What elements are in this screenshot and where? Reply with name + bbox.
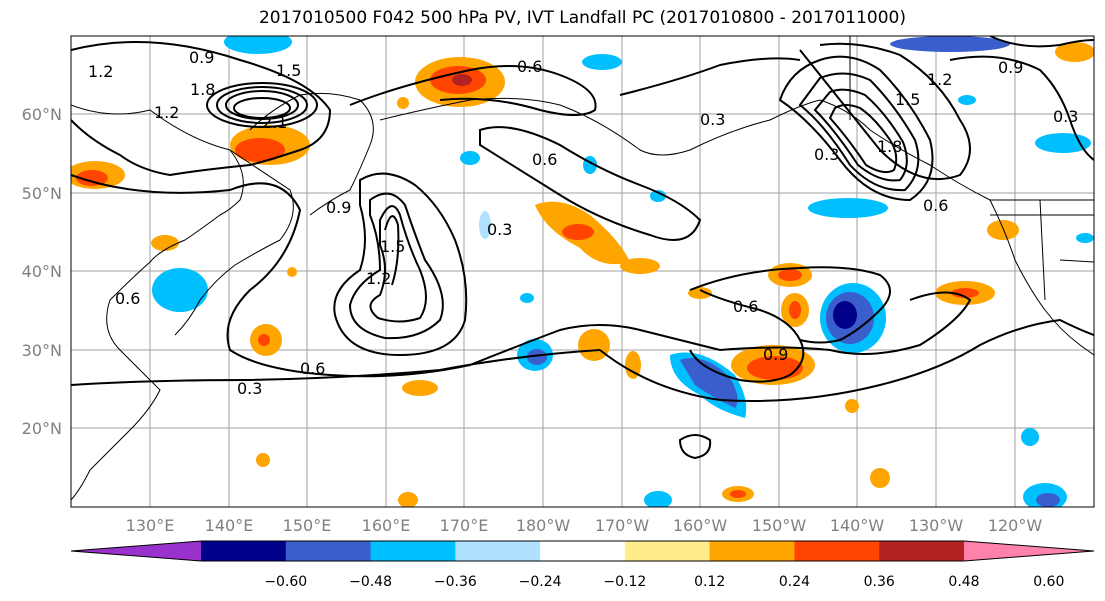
colorbar-segment [201,541,287,561]
lon-label: 140°W [830,516,885,535]
colorbar-tick: 0.48 [948,574,979,590]
contour-label: 0.6 [115,289,140,308]
contour-label: 0.9 [326,198,351,217]
contour-label: 1.2 [366,269,391,288]
pv-contours [71,36,1094,460]
colorbar-segment [709,541,795,561]
map-frame [70,35,1095,508]
colorbar-tick: 0.60 [1033,574,1064,590]
contour-label: 0.3 [1053,107,1078,126]
colorbar-extend-min [71,541,201,561]
lon-label: 160°E [362,516,411,535]
map-title: 2017010500 F042 500 hPa PV, IVT Landfall… [258,8,906,28]
contour-label: 1.5 [895,90,920,109]
contour-label: 0.9 [189,48,214,67]
contour-label: 1.8 [190,80,215,99]
colorbar-segment [370,541,456,561]
contour-labels: 0.9 1.2 1.5 1.8 2.1 0.6 0.3 1.2 0.9 0.6 … [88,48,1078,398]
colorbar-tick: 0.24 [779,574,810,590]
lon-label: 150°E [283,516,332,535]
lon-label: 140°E [205,516,254,535]
colorbar-segment [455,541,541,561]
colorbar-segment [540,541,626,561]
latitude-labels: 60°N 50°N 40°N 30°N 20°N [22,105,62,438]
lat-label: 40°N [22,262,62,281]
contour-label: 2.1 [262,113,287,132]
colorbar-tick: 0.36 [864,574,895,590]
contour-label: 0.3 [814,145,839,164]
longitude-labels: 130°E 140°E 150°E 160°E 170°E 180°W 170°… [126,516,1043,535]
contour-label: 0.6 [300,359,325,378]
contour-label: 0.9 [998,58,1023,77]
lon-label: 170°W [595,516,650,535]
colorbar-tick: 0.12 [694,574,725,590]
contour-label: 1.2 [154,103,179,122]
colorbar-segment [879,541,965,561]
contour-label: 0.6 [923,196,948,215]
ivt-shading [71,36,1094,507]
contour-label: 0.3 [700,110,725,129]
contour-label: 1.5 [276,61,301,80]
colorbar-tick: −0.12 [603,574,646,590]
contour-label: 1.5 [380,237,405,256]
lat-label: 30°N [22,341,62,360]
lat-label: 50°N [22,184,62,203]
lon-label: 130°E [126,516,175,535]
colorbar-extend-max [964,541,1094,561]
lon-label: 120°W [988,516,1043,535]
colorbar [70,540,1095,562]
contour-label: 1.2 [927,70,952,89]
contour-label: 0.3 [487,220,512,239]
lon-label: 150°W [752,516,807,535]
contour-label: 1.8 [877,137,902,156]
colorbar-tick: −0.36 [434,574,477,590]
colorbar-segment [794,541,880,561]
contour-label: 0.9 [763,345,788,364]
contour-label: 0.6 [517,57,542,76]
contour-label: 1.2 [88,62,113,81]
lon-label: 130°W [909,516,964,535]
colorbar-outline [70,540,1095,562]
lat-label: 60°N [22,105,62,124]
contour-label: 0.6 [532,150,557,169]
colorbar-tick: −0.48 [349,574,392,590]
colorbar-segment [285,541,372,561]
colorbar-segment [624,541,711,561]
lon-label: 170°E [440,516,489,535]
colorbar-tick: −0.60 [264,574,307,590]
contour-label: 0.3 [237,379,262,398]
lat-label: 20°N [22,419,62,438]
contour-label: 0.6 [733,297,758,316]
lon-label: 160°W [673,516,728,535]
colorbar-ticks: −0.60 −0.48 −0.36 −0.24 −0.12 0.12 0.24 … [264,574,1064,590]
lon-label: 180°W [516,516,571,535]
colorbar-tick: −0.24 [519,574,562,590]
